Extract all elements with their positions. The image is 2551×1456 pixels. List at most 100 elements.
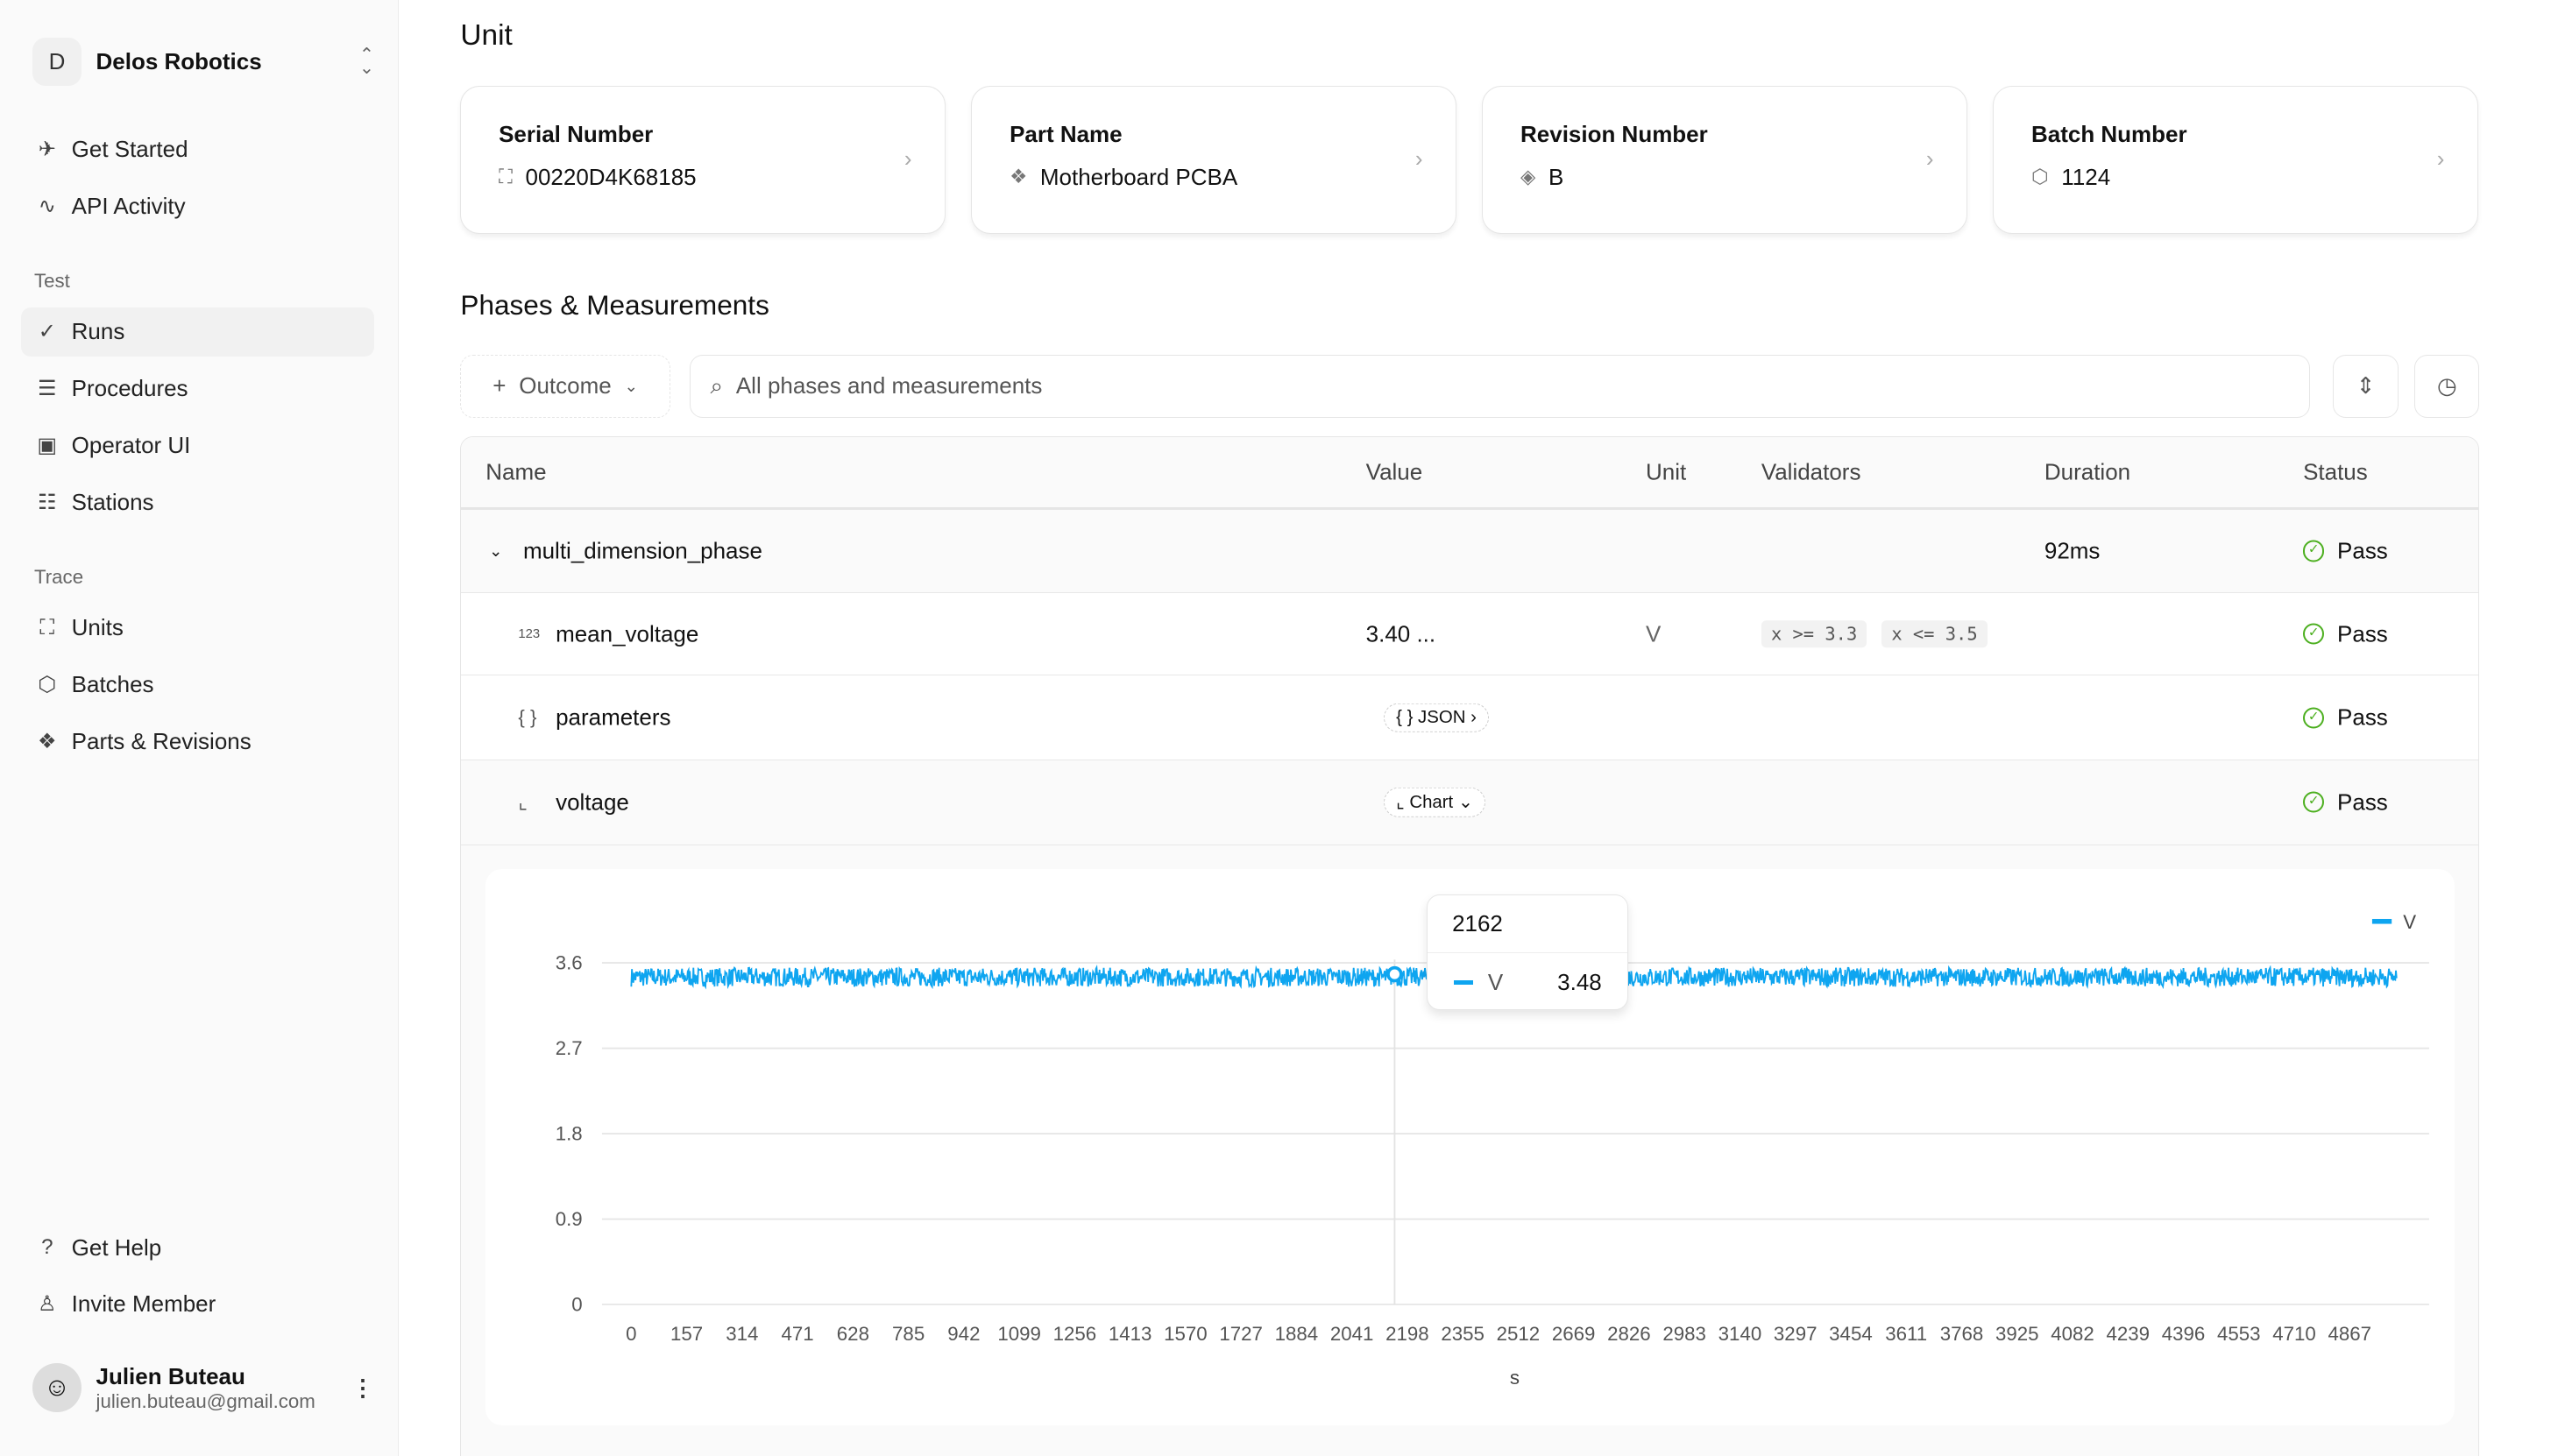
chevron-right-icon: ›	[1470, 707, 1477, 727]
validator-chip: x >= 3.3	[1761, 619, 1867, 648]
check-circle-icon: ✓	[2303, 791, 2325, 813]
sidebar-item-operator-ui[interactable]: ▣ Operator UI	[21, 421, 374, 470]
chevron-right-icon: ›	[903, 145, 912, 173]
chart-tooltip: 2162 V 3.48	[1427, 894, 1629, 1010]
column-header: Duration	[2044, 458, 2131, 485]
table-row[interactable]: 123 mean_voltage 3.40 ... V x >= 3.3 x <…	[461, 593, 2479, 676]
chevron-right-icon: ›	[1925, 145, 1934, 173]
sidebar-item-get-help[interactable]: ? Get Help	[21, 1223, 374, 1272]
search-input[interactable]: ⌕ All phases and measurements	[690, 354, 2311, 419]
user-plus-icon: ♙	[38, 1292, 57, 1317]
phase-name: multi_dimension_phase	[522, 537, 762, 564]
plus-icon: +	[492, 372, 507, 399]
outcome-filter-button[interactable]: + Outcome ⌄	[460, 354, 670, 419]
sidebar-item-units[interactable]: ⛶ Units	[21, 604, 374, 653]
status-badge: ✓ Pass	[2303, 537, 2388, 564]
line-chart-icon: ⌞	[1396, 793, 1405, 813]
braces-icon: { }	[518, 706, 537, 729]
column-header: Status	[2303, 458, 2368, 485]
user-profile[interactable]: ☺ Julien Buteau julien.buteau@gmail.com ⋮	[32, 1363, 374, 1413]
card-value: 1124	[2061, 163, 2111, 190]
outcome-label: Outcome	[519, 372, 612, 399]
measurement-name: voltage	[556, 788, 629, 816]
sidebar-item-label: Invite Member	[71, 1290, 216, 1318]
check-icon: ✓	[38, 320, 56, 344]
sidebar-item-batches[interactable]: ⬡ Batches	[21, 661, 374, 710]
scan-icon: ⛶	[39, 615, 55, 640]
activity-icon: ∿	[38, 194, 56, 219]
tooltip-value: 3.48	[1557, 968, 1602, 995]
card-label: Part Name	[1010, 121, 1123, 148]
column-header: Unit	[1646, 458, 1687, 485]
phases-title: Phases & Measurements	[460, 289, 769, 322]
box-icon: ⬡	[2031, 166, 2049, 188]
chevron-down-icon[interactable]: ⌄	[488, 541, 503, 560]
chart-toggle-button[interactable]: ⌞ Chart ⌄	[1384, 787, 1485, 817]
chevron-right-icon: ›	[2436, 145, 2445, 173]
number-icon: 123	[518, 626, 541, 641]
sidebar-item-stations[interactable]: ☷ Stations	[21, 478, 374, 527]
sidebar-item-label: Units	[71, 614, 124, 641]
sidebar-item-label: Parts & Revisions	[71, 728, 252, 755]
org-name: Delos Robotics	[96, 48, 262, 75]
column-header: Validators	[1761, 458, 1861, 485]
check-circle-icon: ✓	[2303, 540, 2325, 562]
more-vertical-icon[interactable]: ⋮	[351, 1374, 374, 1401]
sidebar-item-api-activity[interactable]: ∿ API Activity	[21, 182, 374, 231]
chevron-down-icon: ⌄	[624, 376, 639, 395]
section-label-test: Test	[33, 270, 70, 293]
chevron-right-icon: ›	[1414, 145, 1423, 173]
measurement-name: parameters	[556, 703, 671, 731]
monitor-icon: ▣	[37, 434, 58, 458]
table-row[interactable]: { } parameters { } JSON › ✓ Pass	[461, 675, 2479, 760]
section-label-trace: Trace	[33, 566, 84, 589]
chevron-down-icon: ⌄	[1457, 793, 1474, 813]
measurement-unit: V	[1646, 620, 1662, 647]
sidebar-item-invite-member[interactable]: ♙ Invite Member	[21, 1280, 374, 1329]
json-button[interactable]: { } JSON ›	[1384, 703, 1489, 732]
org-switcher[interactable]: D Delos Robotics ⌃ ⌄	[32, 36, 374, 88]
collapse-icon: ⇕	[2356, 372, 2376, 399]
sidebar-item-label: Get Help	[71, 1233, 162, 1261]
column-header: Value	[1365, 458, 1423, 485]
table-row[interactable]: ⌄ multi_dimension_phase 92ms ✓ Pass	[461, 510, 2479, 593]
search-icon: ⌕	[710, 371, 723, 399]
card-label: Batch Number	[2031, 121, 2187, 148]
sidebar-item-label: API Activity	[71, 193, 186, 220]
status-badge: ✓ Pass	[2303, 788, 2388, 816]
user-name: Julien Buteau	[96, 1362, 245, 1389]
user-email: julien.buteau@gmail.com	[96, 1389, 315, 1412]
table-row[interactable]: ⌞ voltage ⌞ Chart ⌄ ✓ Pass	[461, 760, 2479, 845]
history-button[interactable]: ◷	[2414, 354, 2480, 419]
revision-number-card[interactable]: Revision Number ◈ B ›	[1482, 86, 1967, 235]
sidebar-item-label: Operator UI	[71, 432, 191, 459]
help-icon: ?	[41, 1235, 53, 1259]
sidebar-item-label: Batches	[71, 671, 154, 698]
sidebar-item-procedures[interactable]: ☰ Procedures	[21, 364, 374, 413]
line-chart-icon: ⌞	[518, 790, 528, 813]
card-label: Serial Number	[499, 121, 654, 148]
card-value: 00220D4K68185	[525, 163, 697, 190]
list-icon: ☰	[38, 377, 57, 401]
history-icon: ◷	[2436, 372, 2457, 399]
column-header: Name	[485, 458, 547, 485]
collapse-button[interactable]: ⇕	[2333, 354, 2399, 419]
part-name-card[interactable]: Part Name ❖ Motherboard PCBA ›	[971, 86, 1456, 235]
sidebar-item-runs[interactable]: ✓ Runs	[21, 307, 374, 357]
status-badge: ✓ Pass	[2303, 620, 2388, 647]
server-icon: ☷	[38, 491, 57, 515]
sidebar-item-parts-revisions[interactable]: ❖ Parts & Revisions	[21, 717, 374, 767]
parts-icon: ❖	[1010, 166, 1028, 188]
batch-number-card[interactable]: Batch Number ⬡ 1124 ›	[1993, 86, 2478, 235]
check-circle-icon: ✓	[2303, 707, 2325, 729]
sidebar-item-get-started[interactable]: ✈ Get Started	[21, 125, 374, 174]
unit-title: Unit	[460, 19, 513, 53]
serial-number-card[interactable]: Serial Number ⛶ 00220D4K68185 ›	[460, 86, 946, 235]
validator-chip: x <= 3.5	[1881, 619, 1988, 648]
duration: 92ms	[2044, 537, 2101, 564]
card-value: B	[1548, 163, 1564, 190]
chevron-up-down-icon: ⌃ ⌄	[358, 45, 374, 78]
tooltip-series: V	[1487, 968, 1504, 995]
sidebar-item-label: Runs	[71, 318, 125, 345]
search-placeholder: All phases and measurements	[735, 372, 1043, 399]
